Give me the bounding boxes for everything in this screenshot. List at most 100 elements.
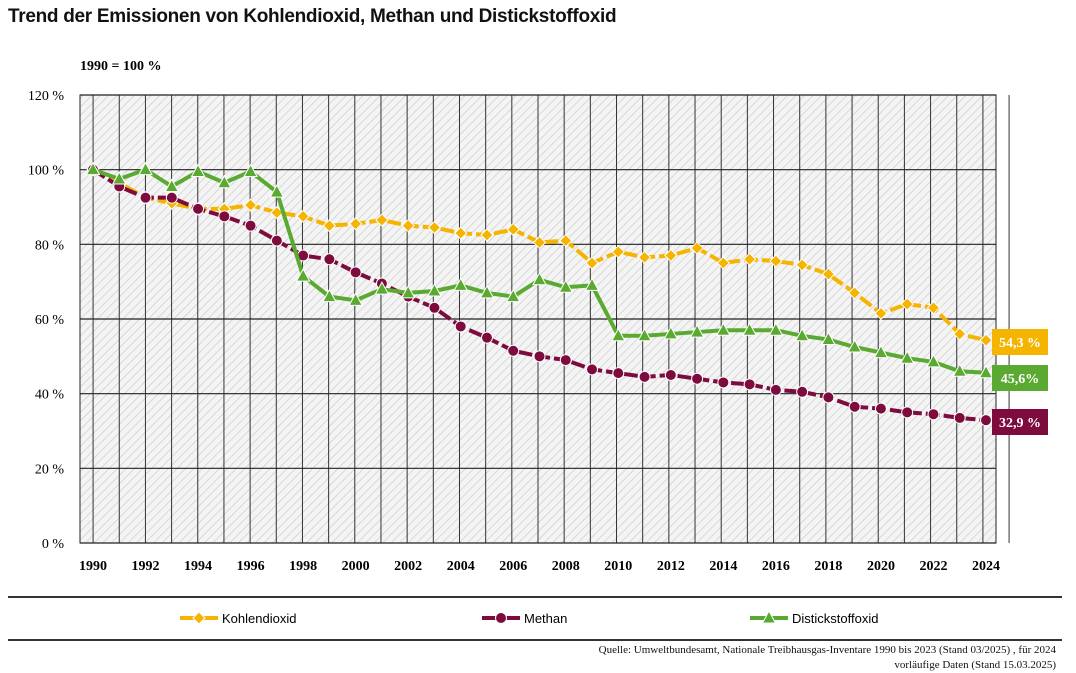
y-tick-label: 0 % xyxy=(42,537,65,552)
data-point xyxy=(952,363,968,377)
data-point xyxy=(322,288,337,303)
data-point xyxy=(847,338,863,353)
x-tick-label: 2008 xyxy=(552,559,580,574)
data-point xyxy=(716,256,731,270)
data-point xyxy=(375,213,389,227)
x-tick-label: 2014 xyxy=(709,559,737,574)
data-point xyxy=(533,350,546,363)
data-point xyxy=(348,292,363,306)
x-tick-label: 2004 xyxy=(447,559,475,574)
x-tick-label: 2006 xyxy=(499,559,527,574)
data-point xyxy=(637,250,652,265)
data-point xyxy=(664,248,678,263)
x-tick-label: 1998 xyxy=(289,559,317,574)
y-tick-label: 60 % xyxy=(35,313,65,328)
data-point xyxy=(453,226,468,240)
chart-subtitle: 1990 = 100 % xyxy=(80,59,162,74)
source-line-1: Quelle: Umweltbundesamt, Nationale Treib… xyxy=(598,644,1056,656)
data-point xyxy=(742,252,757,266)
data-point xyxy=(401,218,415,233)
end-label: 32,9 % xyxy=(999,416,1041,431)
x-tick-label: 2018 xyxy=(814,559,842,574)
data-point xyxy=(218,210,231,223)
data-point xyxy=(532,271,547,286)
data-point xyxy=(689,324,705,338)
data-point xyxy=(637,327,652,342)
data-point xyxy=(796,385,809,398)
data-point xyxy=(585,256,599,270)
data-point xyxy=(269,184,285,198)
end-label-box xyxy=(992,329,1048,355)
data-point xyxy=(532,235,547,250)
plot-border xyxy=(79,94,997,544)
end-label: 45,6% xyxy=(1001,372,1040,387)
data-point xyxy=(874,402,887,415)
data-point xyxy=(873,344,889,359)
data-point xyxy=(243,163,258,178)
data-point xyxy=(663,325,679,340)
end-label-box xyxy=(992,365,1048,391)
x-tick-label: 2024 xyxy=(972,559,1000,574)
data-point xyxy=(111,170,127,185)
data-point xyxy=(795,258,809,272)
data-point xyxy=(505,288,521,303)
data-point xyxy=(190,163,206,178)
data-point xyxy=(295,268,311,282)
data-point xyxy=(848,400,861,413)
data-point xyxy=(216,174,232,189)
data-point xyxy=(480,331,493,344)
y-tick-label: 80 % xyxy=(35,238,65,253)
data-point xyxy=(584,277,600,291)
data-point xyxy=(794,327,810,342)
legend-label: Methan xyxy=(524,611,567,626)
data-point xyxy=(638,370,651,383)
data-point xyxy=(348,217,363,231)
data-point xyxy=(899,350,915,364)
data-point xyxy=(453,277,469,291)
data-point xyxy=(428,301,441,314)
x-tick-label: 1994 xyxy=(184,559,212,574)
data-point xyxy=(349,266,362,279)
data-point xyxy=(769,383,782,396)
data-point xyxy=(506,222,520,237)
x-tick-label: 2010 xyxy=(604,559,632,574)
data-point xyxy=(322,218,337,233)
data-point xyxy=(742,322,757,336)
data-point xyxy=(743,378,756,391)
data-point xyxy=(927,408,940,421)
y-tick-label: 40 % xyxy=(35,388,65,403)
x-tick-label: 2012 xyxy=(657,559,685,574)
legend-marker xyxy=(192,611,206,625)
data-point xyxy=(559,354,572,367)
data-point xyxy=(901,406,914,419)
data-point xyxy=(690,241,704,255)
data-point xyxy=(559,233,573,248)
data-point xyxy=(454,320,467,333)
data-point xyxy=(978,364,994,379)
data-point xyxy=(612,367,625,380)
data-point xyxy=(716,322,731,336)
data-point xyxy=(586,363,599,376)
end-label: 54,3 % xyxy=(999,336,1041,351)
end-label-box xyxy=(992,409,1048,435)
x-tick-label: 1992 xyxy=(132,559,160,574)
data-point xyxy=(480,228,494,242)
data-point xyxy=(165,191,178,204)
data-point xyxy=(768,322,784,336)
data-point xyxy=(926,353,941,368)
x-tick-label: 2022 xyxy=(919,559,947,574)
data-point xyxy=(323,253,336,266)
data-point xyxy=(822,391,835,404)
data-point xyxy=(164,178,180,192)
data-point xyxy=(610,327,626,342)
legend-marker xyxy=(761,609,777,624)
data-point xyxy=(558,279,574,293)
data-point xyxy=(847,286,862,300)
data-point xyxy=(821,267,836,281)
data-point xyxy=(821,331,836,346)
x-tick-label: 2016 xyxy=(762,559,790,574)
x-tick-label: 2002 xyxy=(394,559,422,574)
data-point xyxy=(926,301,941,315)
data-point xyxy=(139,191,152,204)
data-point xyxy=(374,281,390,295)
